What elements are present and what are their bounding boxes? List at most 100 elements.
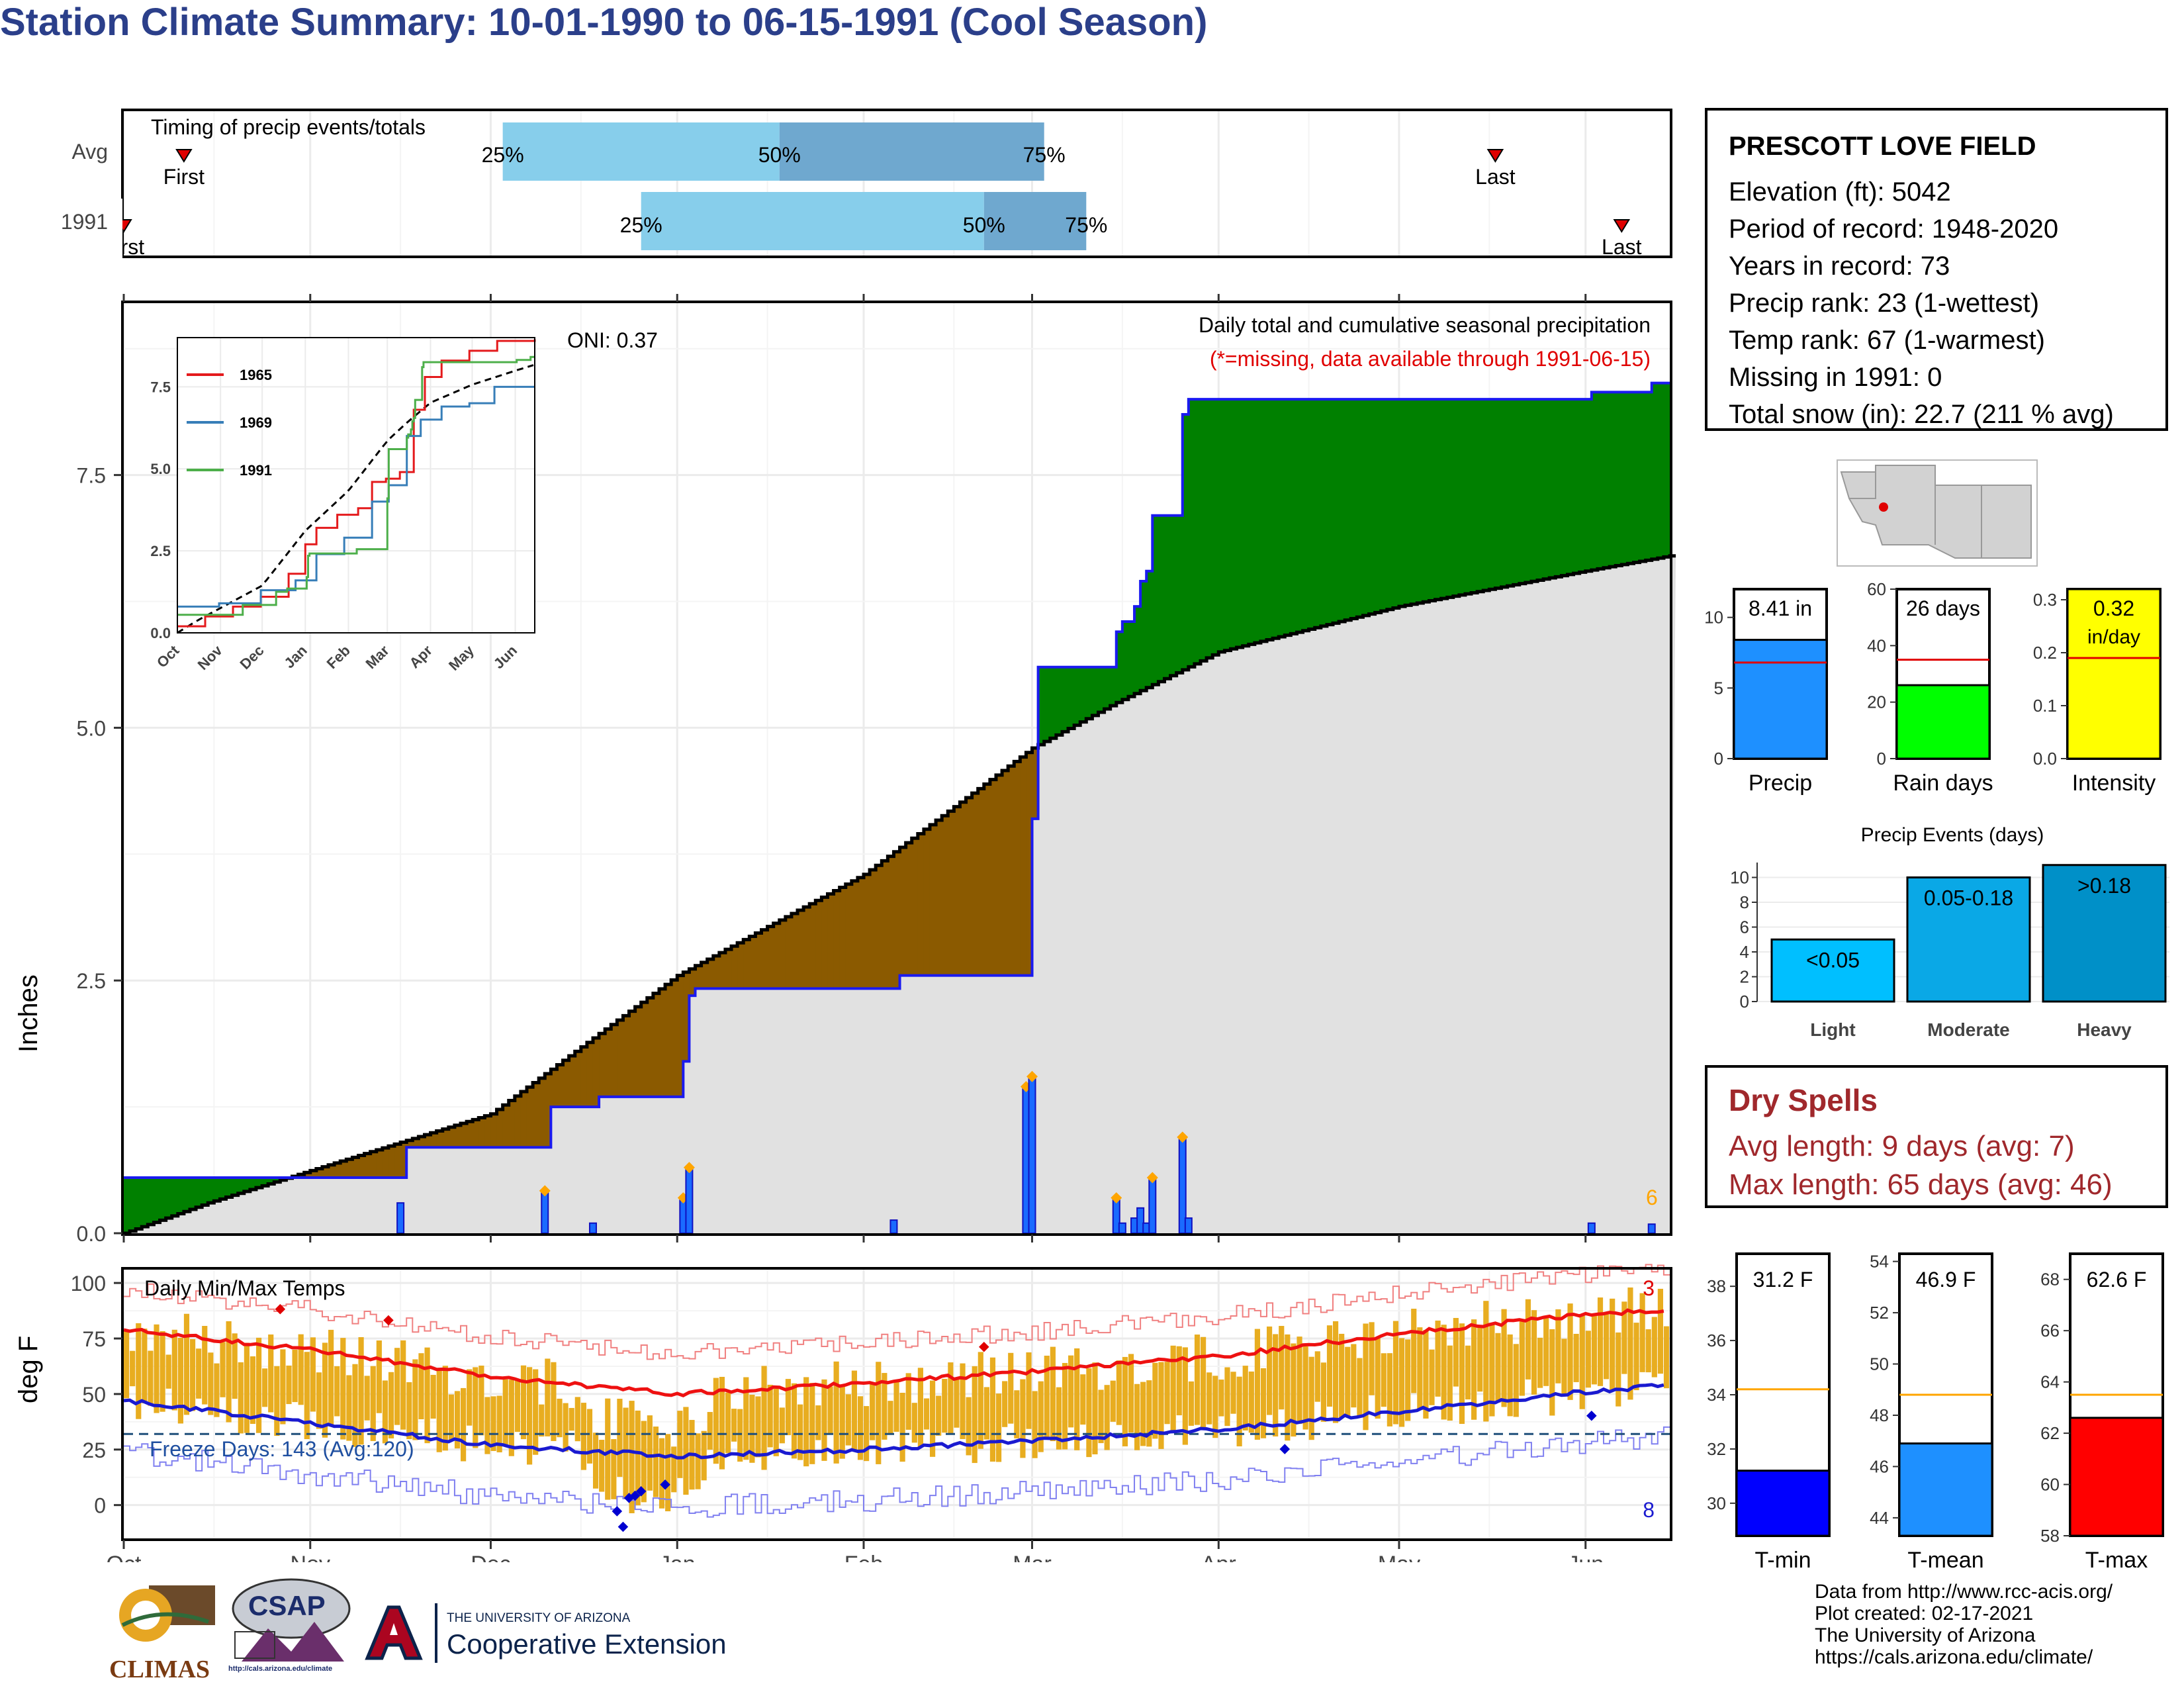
daily-precip-bar bbox=[1587, 1222, 1596, 1235]
heavy-day-marker-icon bbox=[1026, 1070, 1038, 1082]
precip-anomaly-band bbox=[1248, 399, 1255, 645]
precip-anomaly-band bbox=[887, 856, 895, 989]
daily-temp-bar bbox=[1483, 1301, 1489, 1422]
daily-temp-bar bbox=[262, 1368, 268, 1407]
daily-temp-bar bbox=[1128, 1354, 1134, 1433]
precip-anomaly-band bbox=[1140, 581, 1147, 691]
daily-temp-bar bbox=[1062, 1362, 1068, 1450]
dry-avg-length: Avg length: 9 days (avg: 7) bbox=[1729, 1130, 2075, 1162]
precip-anomaly-band bbox=[1585, 399, 1592, 571]
daily-temp-bar bbox=[995, 1393, 1002, 1462]
precip-anomaly-band bbox=[942, 816, 948, 976]
precip-anomaly-band bbox=[1567, 399, 1574, 575]
daily-temp-bar bbox=[189, 1338, 196, 1411]
precip-anomaly-band bbox=[1471, 399, 1478, 593]
daily-temp-bar bbox=[478, 1365, 484, 1436]
precip-anomaly-band bbox=[923, 829, 931, 976]
precip-anomaly-band bbox=[911, 838, 919, 976]
daily-temp-bar bbox=[677, 1411, 683, 1478]
precip-anomaly-band bbox=[430, 1133, 437, 1148]
precip-anomaly-band bbox=[1230, 399, 1238, 649]
precip-anomaly-band bbox=[870, 870, 876, 989]
precip-anomaly-band bbox=[490, 1113, 498, 1148]
precip-anomaly-band bbox=[815, 900, 822, 989]
daily-temp-bar bbox=[1639, 1293, 1645, 1372]
precip-anomaly-band bbox=[406, 1140, 413, 1148]
precip-anomaly-band bbox=[1032, 747, 1039, 819]
precip-anomaly-band bbox=[767, 926, 774, 989]
daily-temp-bar bbox=[1465, 1345, 1471, 1400]
daily-temp-bar bbox=[641, 1421, 647, 1503]
daily-temp-bar bbox=[496, 1395, 502, 1452]
daily-temp-bar bbox=[1302, 1346, 1308, 1430]
daily-temp-bar bbox=[316, 1372, 322, 1429]
precip-anomaly-band bbox=[1314, 399, 1322, 628]
tbar-tick-label: 36 bbox=[1707, 1331, 1726, 1350]
credit-line: Plot created: 02-17-2021 bbox=[1815, 1603, 2034, 1624]
precip-anomaly-band bbox=[1345, 399, 1351, 620]
precip-anomaly-band bbox=[1423, 399, 1430, 602]
station-location-dot bbox=[1879, 502, 1888, 512]
daily-temp-bar bbox=[592, 1432, 599, 1489]
precip-anomaly-band bbox=[569, 1056, 576, 1107]
y-tick-label: 50 bbox=[82, 1383, 106, 1407]
precip-anomaly-band bbox=[1573, 399, 1580, 574]
daily-temp-bar bbox=[563, 1403, 569, 1452]
mini-tick-label: 0.2 bbox=[2033, 643, 2057, 663]
daily-temp-bar bbox=[876, 1362, 882, 1464]
precip-anomaly-band bbox=[1201, 399, 1207, 661]
daily-temp-bar bbox=[1405, 1339, 1411, 1421]
daily-temp-bar bbox=[653, 1427, 659, 1497]
daily-temp-bar bbox=[1435, 1320, 1441, 1397]
daily-temp-bar bbox=[328, 1329, 334, 1425]
daily-temp-bar bbox=[1555, 1309, 1561, 1383]
daily-temp-bar bbox=[171, 1329, 177, 1411]
precip-anomaly-band bbox=[605, 1029, 612, 1097]
daily-temp-bar bbox=[1633, 1323, 1639, 1391]
daily-temp-bar bbox=[911, 1403, 917, 1443]
daily-temp-bar bbox=[960, 1363, 966, 1439]
daily-temp-bar bbox=[159, 1331, 165, 1412]
daily-temp-bar bbox=[1519, 1321, 1525, 1396]
precip-anomaly-band bbox=[1086, 667, 1093, 719]
event-category-label: Heavy bbox=[2077, 1019, 2132, 1040]
precip-anomaly-band bbox=[268, 1178, 275, 1184]
daily-temp-bar bbox=[899, 1393, 905, 1462]
precip-anomaly-band bbox=[220, 1178, 227, 1199]
precip-anomaly-band bbox=[159, 1178, 167, 1221]
events-tick-label: 8 bbox=[1740, 892, 1749, 912]
daily-temp-bar bbox=[484, 1397, 490, 1454]
timing-p50: 50% bbox=[963, 213, 1005, 237]
daily-temp-bar bbox=[972, 1366, 978, 1464]
temp-count-low: 8 bbox=[1643, 1498, 1655, 1522]
daily-temp-bar bbox=[238, 1362, 244, 1434]
daily-temp-bar bbox=[1411, 1309, 1417, 1393]
precip-anomaly-band bbox=[1218, 399, 1225, 652]
daily-temp-bar bbox=[130, 1350, 136, 1387]
oni-label: ONI: 0.37 bbox=[567, 328, 658, 352]
daily-temp-bar bbox=[226, 1321, 232, 1423]
precip-anomaly-band bbox=[142, 1178, 148, 1227]
record-low-marker-icon bbox=[612, 1506, 623, 1517]
precip-anomaly-band bbox=[635, 1006, 642, 1097]
precip-anomaly-band bbox=[929, 824, 936, 976]
tbar-fill bbox=[2069, 1417, 2164, 1537]
precip-anomaly-band bbox=[1357, 399, 1364, 618]
daily-temp-bar bbox=[1032, 1391, 1038, 1458]
temp-title: Daily Min/Max Temps bbox=[144, 1276, 345, 1300]
daily-temp-bar bbox=[352, 1364, 358, 1447]
daily-temp-bar bbox=[574, 1397, 580, 1442]
precip-anomaly-band bbox=[707, 959, 714, 989]
daily-temp-bar bbox=[268, 1334, 274, 1413]
credits: Data from http://www.rcc-acis.org/ Plot … bbox=[1815, 1581, 2113, 1668]
precip-anomaly-band bbox=[864, 874, 870, 989]
mini-tick-label: 0 bbox=[1714, 749, 1723, 769]
precip-anomaly-band bbox=[545, 1074, 551, 1148]
daily-temp-bar bbox=[1273, 1334, 1279, 1437]
precip-anomaly-band bbox=[1537, 399, 1544, 581]
daily-temp-bar bbox=[1170, 1345, 1176, 1431]
precip-anomaly-band bbox=[1014, 761, 1021, 976]
daily-temp-bar bbox=[358, 1336, 364, 1445]
precip-anomaly-band bbox=[1555, 399, 1562, 577]
precip-anomaly-band bbox=[833, 890, 841, 989]
